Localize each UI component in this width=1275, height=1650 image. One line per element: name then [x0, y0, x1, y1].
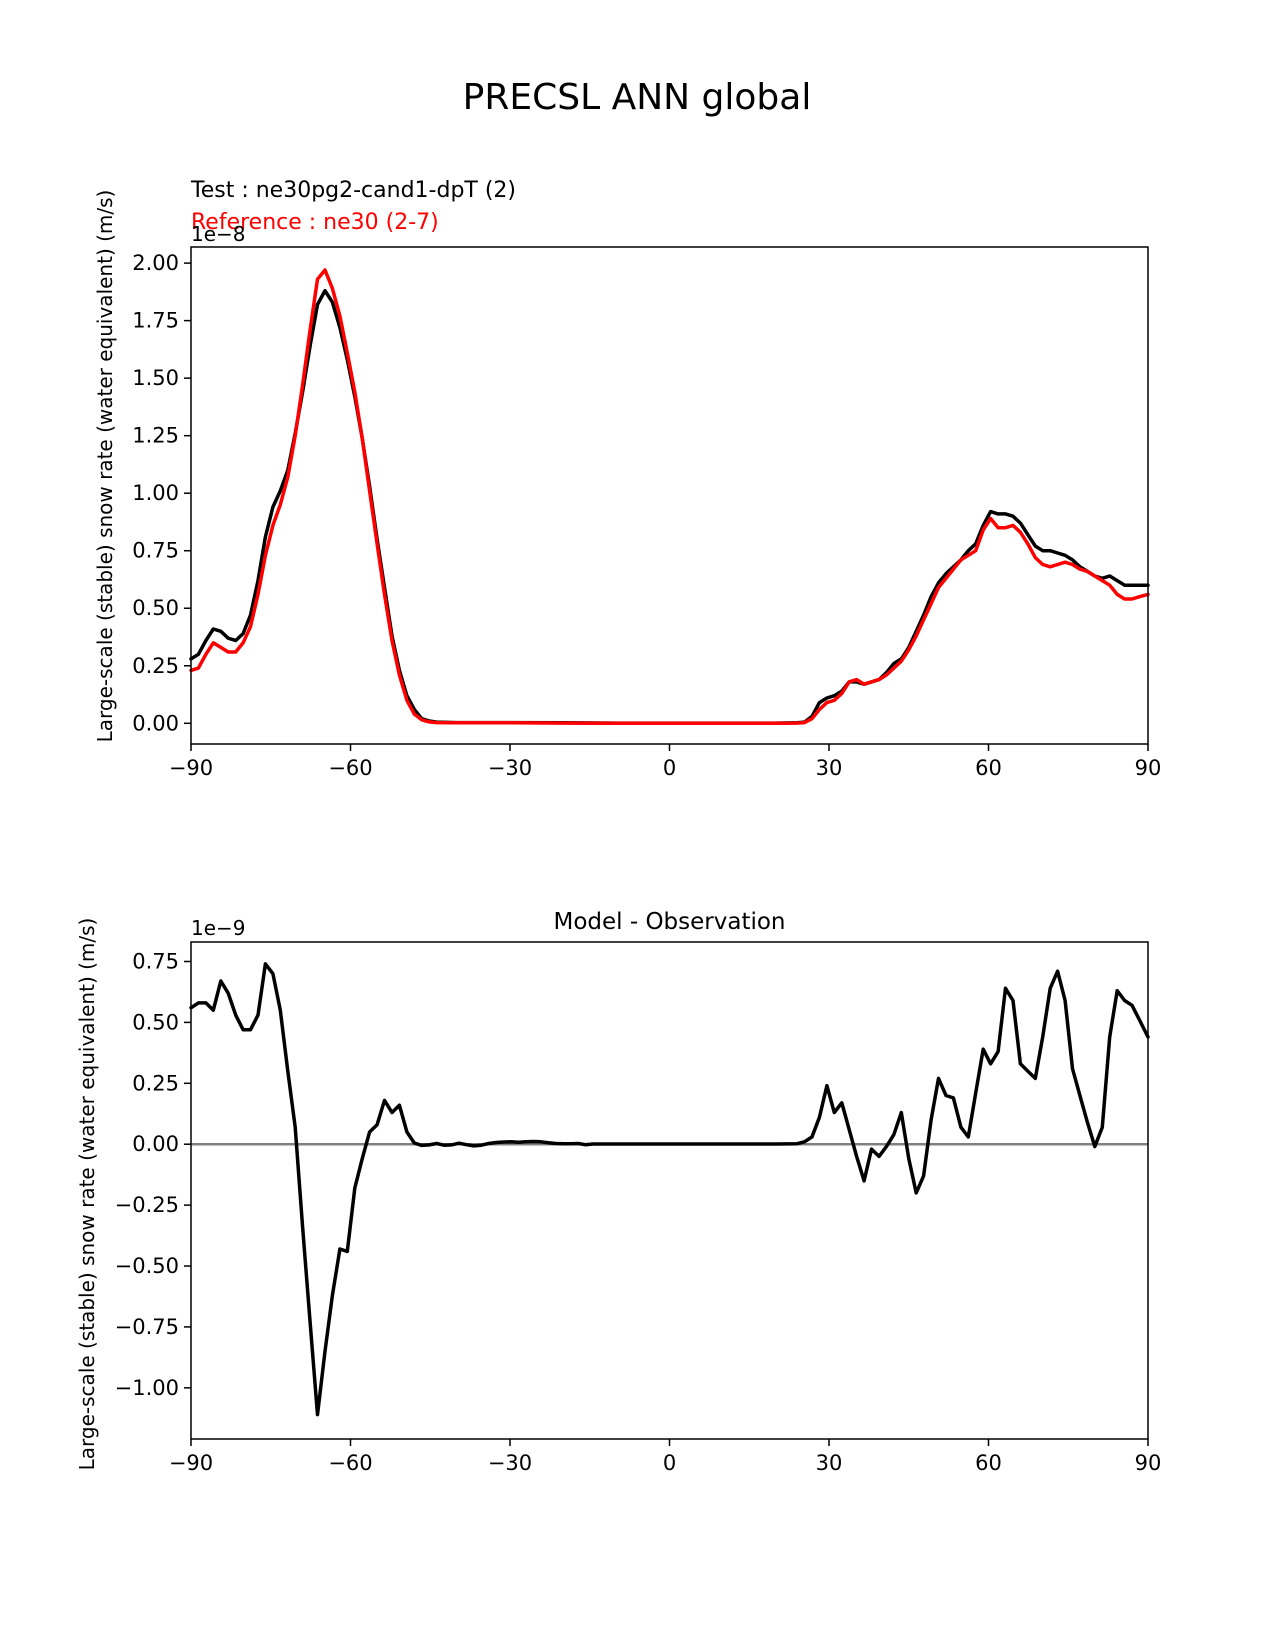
top-ytick-label: 0.00 [132, 711, 179, 735]
bottom-title: Model - Observation [553, 909, 785, 935]
bottom-series-difference-line [189, 962, 1150, 1417]
bottom-xtick-label: 0 [663, 1451, 676, 1475]
top-ylabel: Large-scale (stable) snow rate (water eq… [93, 190, 117, 743]
top-xtick-label: 30 [816, 756, 843, 780]
top-xtick-label: −90 [169, 756, 213, 780]
bottom-ytick-label: 0.00 [132, 1132, 179, 1156]
bottom-ytick-label: 0.75 [132, 949, 179, 973]
bottom-xtick-label: −60 [328, 1451, 372, 1475]
top-xtick-label: 60 [975, 756, 1002, 780]
top-ytick-label: 1.00 [132, 481, 179, 505]
bottom-panel: Model - Observation 1e−9 Large-scale (st… [75, 909, 1161, 1475]
bottom-xticks: −90 −60 −30 0 30 60 90 [169, 1439, 1162, 1475]
top-plot-frame [190, 246, 1149, 745]
top-lines [189, 268, 1150, 726]
top-ytick-label: 1.25 [132, 424, 179, 448]
bottom-xtick-label: −90 [169, 1451, 213, 1475]
bottom-ytick-label: −0.25 [115, 1193, 179, 1217]
bottom-lines [189, 962, 1150, 1417]
bottom-xtick-label: 90 [1135, 1451, 1162, 1475]
top-offset-text: 1e−8 [191, 222, 246, 246]
figure-suptitle: PRECSL ANN global [463, 77, 812, 118]
top-xtick-label: −60 [328, 756, 372, 780]
top-ytick-label: 0.50 [132, 596, 179, 620]
test-label: Test : ne30pg2-cand1-dpT (2) [190, 178, 516, 203]
top-ytick-label: 2.00 [132, 251, 179, 275]
top-xtick-label: 0 [663, 756, 676, 780]
bottom-plot-frame [190, 941, 1149, 1440]
bottom-ytick-label: −0.75 [115, 1315, 179, 1339]
bottom-ylabel: Large-scale (stable) snow rate (water eq… [75, 918, 99, 1471]
bottom-ytick-label: −1.00 [115, 1376, 179, 1400]
top-ytick-label: 0.75 [132, 539, 179, 563]
bottom-xtick-label: 60 [975, 1451, 1002, 1475]
top-xtick-label: −30 [488, 756, 532, 780]
top-ytick-label: 1.75 [132, 309, 179, 333]
reference-label: Reference : ne30 (2-7) [191, 210, 439, 235]
bottom-yticks: −1.00 −0.75 −0.50 −0.25 0.00 0.25 0.50 0.75 [115, 949, 191, 1400]
top-yticks: 0.00 0.25 0.50 0.75 1.00 1.25 1.50 1.75 2.00 [132, 251, 191, 735]
bottom-ytick-label: 0.50 [132, 1010, 179, 1034]
top-ytick-label: 1.50 [132, 366, 179, 390]
top-xticks: −90 −60 −30 0 30 60 90 [169, 744, 1162, 780]
bottom-offset-text: 1e−9 [191, 916, 246, 940]
bottom-xtick-label: −30 [488, 1451, 532, 1475]
top-panel: Test : ne30pg2-cand1-dpT (2) Reference :… [93, 178, 1161, 780]
bottom-xtick-label: 30 [816, 1451, 843, 1475]
bottom-ytick-label: 0.25 [132, 1071, 179, 1095]
bottom-ytick-label: −0.50 [115, 1254, 179, 1278]
top-series-reference-line [189, 268, 1150, 726]
top-ytick-label: 0.25 [132, 654, 179, 678]
top-xtick-label: 90 [1135, 756, 1162, 780]
